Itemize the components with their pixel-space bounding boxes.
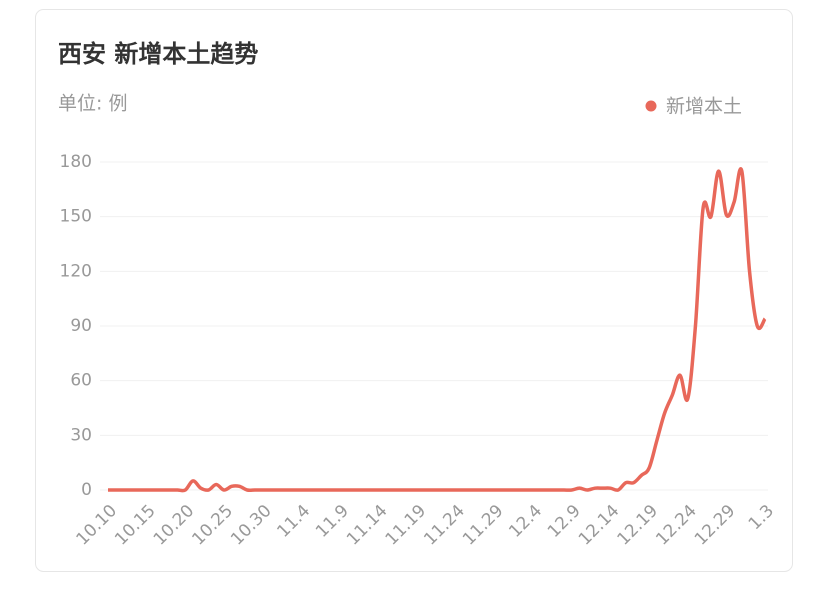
data-line [108,167,767,493]
y-tick-label: 120 [60,261,92,281]
chart-title: 西安 新增本土趋势 [58,40,258,68]
y-tick-label: 150 [60,207,92,227]
legend-marker [645,100,657,112]
card [35,9,793,572]
legend-label: 新增本土 [666,96,742,118]
y-tick-label: 60 [70,371,92,391]
y-tick-label: 180 [60,152,92,172]
y-tick-label: 90 [70,316,92,336]
chart-subtitle: 单位: 例 [58,93,127,115]
y-tick-label: 30 [70,425,92,445]
y-tick-label: 0 [81,480,92,500]
